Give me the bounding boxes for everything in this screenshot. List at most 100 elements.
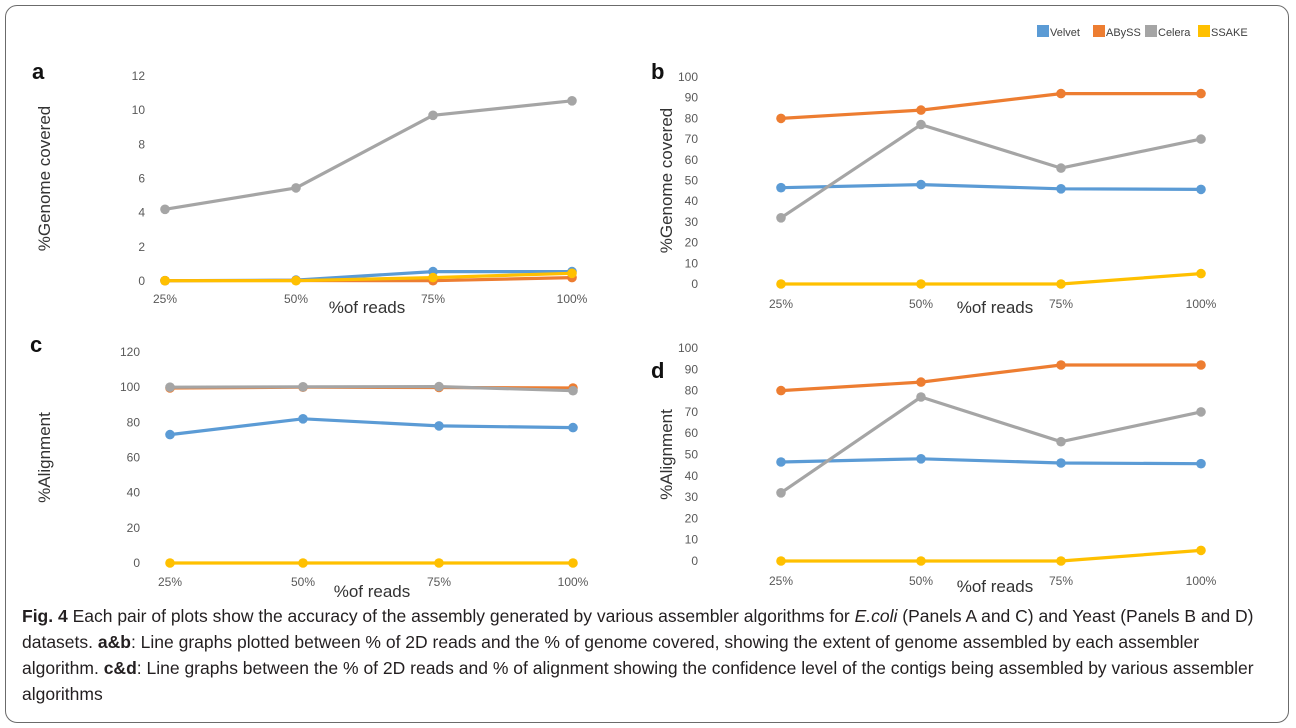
panel-b-ytick-label: 70 <box>685 132 699 146</box>
panel-b-series-celera-line <box>779 122 1203 220</box>
caption-text-4: : Line graphs between the % of 2D reads … <box>22 658 1254 704</box>
panel-a-ytick-label: 8 <box>138 137 145 151</box>
panel-a-letter: a <box>32 59 45 84</box>
panel-a-series-ssake-point <box>428 272 438 283</box>
panel-b-xtick-label: 75% <box>1049 297 1073 311</box>
panel-d-ytick-label: 20 <box>685 511 699 525</box>
panel-d-ytick-label: 40 <box>685 469 699 483</box>
panel-d-series-ssake-point <box>1056 556 1066 566</box>
panel-c-letter: c <box>30 332 42 357</box>
panel-d-ytick-label: 60 <box>685 426 699 440</box>
panel-d-xtick-label: 50% <box>909 574 933 588</box>
panel-d-series-celera-line <box>779 395 1203 495</box>
panel-c-series-ssake-point <box>298 558 308 568</box>
panel-b-ytick-label: 90 <box>685 91 699 105</box>
panel-d-series-celera-point <box>1196 407 1206 417</box>
panel-d-ytick-label: 90 <box>685 362 699 376</box>
panel-b-series-abyss-point <box>916 105 926 115</box>
caption-fig-label: Fig. 4 <box>22 606 68 626</box>
panel-d-ylabel: %Alignment <box>657 409 676 500</box>
panel-d-series-celera-point <box>916 392 926 402</box>
panel-d-series-velvet-line <box>779 457 1203 466</box>
figure-caption: Fig. 4 Each pair of plots show the accur… <box>22 603 1272 707</box>
panel-b-letter: b <box>651 59 664 84</box>
panel-c-xtick-label: 100% <box>558 575 589 589</box>
panel-b-ytick-label: 10 <box>685 256 699 270</box>
panel-d-series-velvet-point <box>916 454 926 464</box>
panel-a-series-ssake-point <box>160 275 170 286</box>
panel-d-series-celera-point <box>1056 436 1066 447</box>
panel-c-series-velvet-line <box>168 417 575 437</box>
panel-a-ylabel: %Genome covered <box>35 106 54 252</box>
panel-b-ytick-label: 80 <box>685 111 699 125</box>
panel-c-series-velvet-point <box>434 421 444 431</box>
panel-c-ytick-label: 40 <box>127 486 141 500</box>
figure-charts: a 0 2 4 6 8 10 12 %Genome covered 25% 50% 75% 100% %o… <box>30 25 1248 600</box>
panel-c-series-celera-point <box>165 382 175 393</box>
panel-d-ytick-label: 30 <box>685 490 699 504</box>
panel-d-series-celera-point <box>776 488 786 498</box>
panel-c-series-celera-line <box>168 385 575 393</box>
panel-b-series-velvet-point <box>1196 184 1206 195</box>
panel-d-xlabel: %of reads <box>957 577 1034 596</box>
panel-c-series-celera-point <box>568 385 578 396</box>
panel-a-ytick-label: 12 <box>132 69 146 83</box>
panel-c-series-velvet-point <box>165 429 175 440</box>
panel-a-series-celera-point <box>160 204 170 215</box>
panel-a-series-celera-point <box>291 183 301 193</box>
panel-c-series-celera-point <box>434 381 444 392</box>
panel-c-series-velvet-point <box>568 422 578 433</box>
panel-c-ytick-label: 20 <box>127 521 141 535</box>
panel-c-series-ssake-point <box>568 558 578 568</box>
panel-b-series-ssake-point <box>916 279 926 289</box>
legend-celera-label: Celera <box>1158 27 1191 39</box>
panel-b-series-velvet-point <box>1056 184 1066 194</box>
panel-c-series-velvet-point <box>298 414 308 424</box>
panel-d-series-abyss-point <box>916 377 926 387</box>
panel-d-ytick-label: 100 <box>678 341 698 355</box>
legend-abyss-label: ABySS <box>1106 27 1141 39</box>
panel-d-ytick-label: 80 <box>685 384 699 398</box>
panel-b-series-velvet-point <box>916 179 926 190</box>
panel-b-xtick-label: 25% <box>769 297 793 311</box>
panel-a-ytick-label: 6 <box>138 172 145 186</box>
panel-b-xlabel: %of reads <box>957 298 1034 317</box>
panel-d-letter: d <box>651 358 664 383</box>
panel-b-series-celera-point <box>1056 163 1066 173</box>
panel-a-ytick-label: 4 <box>138 206 145 220</box>
panel-a-series-celera-line <box>163 99 574 211</box>
caption-text-1: Each pair of plots show the accuracy of … <box>67 606 855 626</box>
panel-b-ytick-label: 0 <box>691 277 698 291</box>
legend-ssake-label: SSAKE <box>1211 27 1248 39</box>
caption-text-3: : Line graphs plotted between % of 2D re… <box>22 632 1200 678</box>
caption-text-2: (Panels A and C) and Yeast (Panels B and… <box>22 606 1254 652</box>
panel-a-ytick-label: 2 <box>138 240 145 254</box>
legend-velvet-swatch <box>1037 25 1049 37</box>
panel-c-xlabel: %of reads <box>334 582 411 600</box>
panel-d-series-abyss-point <box>776 385 786 396</box>
panel-b-ytick-label: 30 <box>685 215 699 229</box>
caption-bold-ab: a&b <box>97 632 131 652</box>
panel-b-series-abyss-point <box>776 113 786 124</box>
panel-d-series-abyss-line <box>779 363 1203 393</box>
panel-d-series-velvet-point <box>1196 458 1206 469</box>
panel-a-series-celera-point <box>428 110 438 121</box>
legend-abyss-swatch <box>1093 25 1105 37</box>
panel-a-series-ssake-point <box>291 275 301 286</box>
panel-a-xtick-label: 50% <box>284 292 308 306</box>
panel-b-series-celera-point <box>916 119 926 130</box>
panel-b-series-ssake-point <box>1056 279 1066 289</box>
panel-b-series-ssake-line <box>779 272 1203 286</box>
legend-velvet-label: Velvet <box>1050 27 1080 39</box>
panel-d-xtick-label: 75% <box>1049 574 1073 588</box>
panel-b-ytick-label: 20 <box>685 236 699 250</box>
panel-c-ytick-label: 60 <box>127 451 141 465</box>
panel-a-ytick-label: 10 <box>132 103 146 117</box>
panel-d-ytick-label: 50 <box>685 448 699 462</box>
panel-a-xtick-label: 75% <box>421 292 445 306</box>
panel-b-series-velvet-line <box>779 183 1203 191</box>
panel-c-series-ssake-point <box>434 558 444 568</box>
panel-d-xtick-label: 100% <box>1186 574 1217 588</box>
panel-b-series-celera-point <box>776 213 786 223</box>
panel-c-xtick-label: 50% <box>291 575 315 589</box>
